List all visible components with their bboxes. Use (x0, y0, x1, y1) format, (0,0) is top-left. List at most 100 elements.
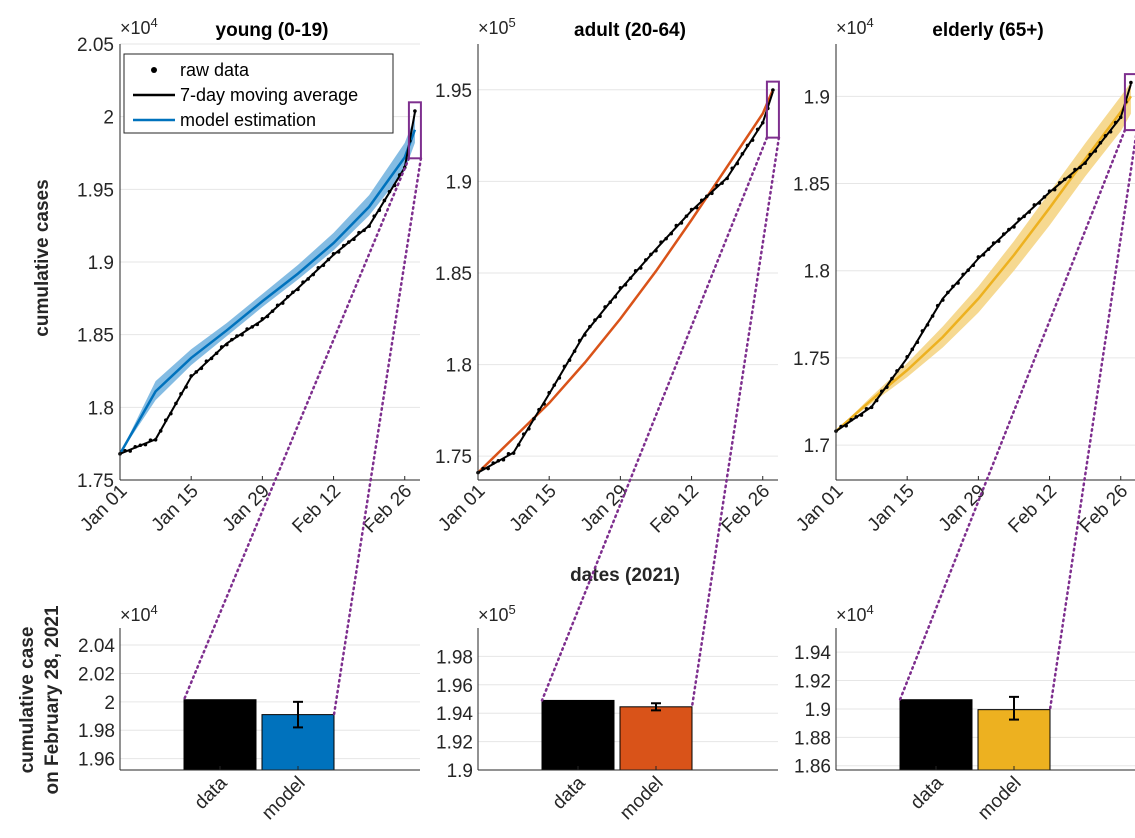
raw-data-point (235, 334, 239, 338)
bar-data (541, 699, 615, 771)
raw-data-point (392, 183, 397, 188)
raw-data-point (854, 415, 859, 419)
raw-data-point (669, 231, 674, 236)
raw-data-point (516, 443, 521, 447)
y-tick-label: 1.9 (804, 87, 830, 108)
raw-data-point (628, 276, 633, 280)
raw-data-point (996, 239, 1001, 243)
raw-data-point (347, 240, 351, 244)
panel-title: adult (20-64) (574, 20, 686, 41)
x-tick-label: data (549, 772, 590, 813)
zoom-box (1123, 73, 1135, 132)
raw-data-point (174, 401, 178, 406)
raw-data-point (481, 466, 485, 471)
raw-data-point (1108, 129, 1113, 134)
model-line (118, 129, 417, 455)
raw-data-point (506, 452, 511, 456)
model-line (477, 89, 775, 474)
raw-data-point (946, 290, 950, 295)
y-tick-label: 2 (103, 108, 114, 129)
y-tick-label: 1.75 (793, 349, 830, 370)
raw-data-point (143, 442, 148, 447)
raw-data-point (219, 345, 224, 349)
raw-data-point (336, 250, 341, 254)
y-tick-label: 2.05 (77, 35, 114, 56)
ylabel-top: cumulative cases (32, 179, 53, 336)
model-line (835, 95, 1132, 433)
raw-data-point (321, 263, 326, 268)
y-tick-label: 1.88 (794, 728, 831, 749)
raw-data-point (618, 286, 623, 290)
legend-raw-label: raw data (180, 60, 250, 80)
raw-data-point (900, 364, 904, 369)
raw-data-point (1027, 210, 1032, 214)
raw-data-point (341, 243, 346, 248)
raw-data-point (511, 451, 516, 455)
raw-data-point (956, 281, 960, 285)
raw-data-point (1098, 141, 1103, 145)
bar-panel-adult: 1.9 1.92 1.94 1.96 1.98 data model ×105 (436, 602, 778, 824)
raw-data-point (771, 88, 775, 92)
zoom-connector-right (690, 136, 781, 709)
legend-model-label: model estimation (180, 110, 316, 130)
raw-data-point (725, 176, 729, 181)
raw-data-point (491, 461, 496, 465)
raw-data-point (311, 272, 316, 277)
raw-data-point (1007, 227, 1011, 232)
legend-raw-marker (151, 67, 157, 73)
raw-data-point (377, 208, 382, 212)
y-exponent-label: ×104 (120, 602, 158, 625)
raw-data-point (357, 230, 361, 235)
raw-data-point (153, 438, 158, 442)
y-tick-label: 1.95 (77, 180, 114, 201)
raw-data-point (745, 143, 750, 148)
x-tick-label: Feb 12 (1004, 481, 1061, 538)
legend: raw data 7-day moving average model esti… (123, 53, 394, 134)
ylabel-bottom-line2: on February 28, 2021 (42, 605, 63, 794)
raw-data-point (588, 324, 592, 329)
zoom-connector-left (540, 136, 769, 702)
raw-data-point (593, 318, 597, 322)
raw-data-point (874, 398, 879, 403)
raw-data-point (1129, 80, 1133, 85)
y-tick-label: 1.75 (77, 471, 114, 492)
raw-data-point (1022, 214, 1026, 219)
raw-data-point (849, 417, 854, 422)
raw-data-point (1103, 133, 1108, 138)
y-exponent-label: ×104 (836, 602, 874, 625)
raw-data-point (1001, 232, 1006, 236)
raw-data-point (280, 301, 285, 305)
raw-data-point (382, 198, 387, 203)
moving-average-line (119, 112, 416, 455)
raw-data-point (1078, 165, 1082, 170)
raw-data-point (679, 221, 684, 225)
raw-data-point (1118, 115, 1123, 120)
raw-data-point (169, 411, 173, 416)
raw-data-point (613, 295, 618, 299)
raw-data-point (674, 223, 679, 228)
raw-data-point (567, 358, 572, 363)
raw-data-point (184, 385, 188, 389)
raw-data-point (664, 236, 668, 241)
bar-panel-elderly: 1.86 1.88 1.9 1.92 1.94 data model ×104 (794, 602, 1135, 824)
bar-model (619, 706, 693, 771)
raw-data-point (230, 337, 234, 342)
raw-data-point (316, 265, 321, 270)
legend-avg-label: 7-day moving average (180, 85, 358, 105)
raw-data-point (413, 109, 417, 113)
raw-data-point (547, 390, 551, 395)
raw-data-point (1017, 217, 1021, 222)
raw-data-point (659, 240, 663, 244)
raw-data-point (562, 364, 567, 369)
raw-data-point (654, 248, 658, 253)
raw-data-point (532, 416, 536, 421)
raw-data-point (940, 298, 945, 302)
raw-data-point (649, 252, 653, 257)
raw-data-point (214, 351, 219, 356)
raw-data-point (557, 376, 562, 380)
raw-data-point (1083, 161, 1087, 165)
zoom-connector-left (898, 128, 1127, 701)
raw-data-point (885, 385, 889, 389)
raw-data-point (148, 438, 153, 442)
ylabel-bottom-line1: cumulative case (17, 627, 38, 774)
